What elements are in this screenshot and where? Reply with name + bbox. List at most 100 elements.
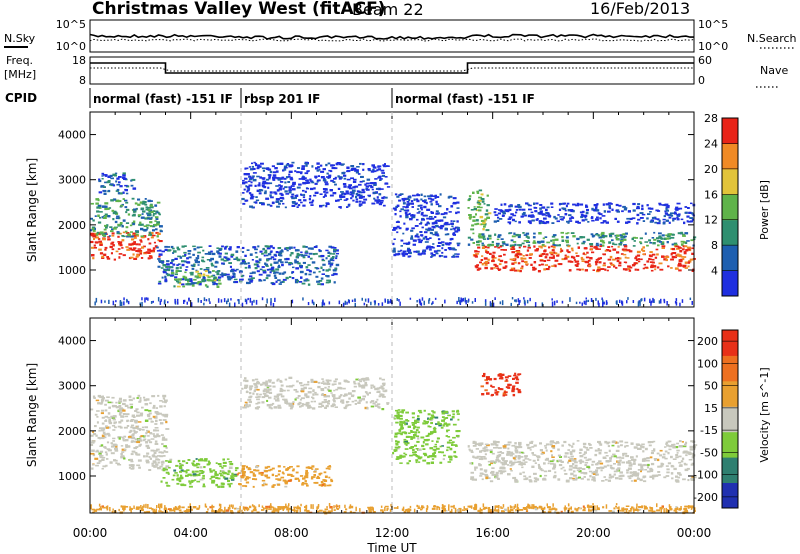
echo-cell (595, 473, 598, 476)
echo-cell (197, 276, 201, 279)
echo-cell (245, 465, 248, 469)
echo-cell (321, 404, 324, 408)
echo-cell (411, 422, 416, 424)
echo-cell (148, 456, 151, 458)
echo-cell (124, 206, 128, 209)
echo-cell (141, 297, 143, 301)
echo-cell (422, 422, 426, 425)
echo-cell (301, 167, 304, 170)
echo-cell (570, 247, 574, 250)
echo-cell (125, 211, 128, 214)
echo-cell (275, 200, 280, 203)
echo-cell (135, 255, 139, 258)
echo-cell (613, 463, 616, 465)
echo-cell (231, 472, 234, 475)
echo-cell (268, 174, 272, 177)
echo-cell (182, 285, 186, 288)
echo-cell (249, 279, 254, 282)
echo-cell (490, 470, 495, 473)
echo-cell (434, 216, 437, 218)
echo-cell (488, 234, 492, 237)
echo-cell (603, 465, 607, 468)
echo-cell (272, 484, 276, 486)
echo-cell (614, 441, 618, 444)
echo-cell (338, 300, 341, 305)
echo-cell (524, 302, 526, 306)
echo-cell (99, 427, 102, 430)
echo-cell (172, 474, 176, 477)
echo-cell (313, 474, 316, 477)
echo-cell (398, 227, 402, 230)
velocity-echo-field (90, 372, 698, 515)
echo-cell (659, 268, 664, 271)
echo-cell (503, 203, 507, 206)
echo-cell (279, 192, 283, 195)
echo-cell (313, 187, 316, 190)
echo-cell (147, 209, 151, 211)
echo-cell (132, 426, 135, 430)
echo-cell (157, 394, 160, 397)
echo-cell (196, 466, 200, 469)
echo-cell (588, 458, 591, 461)
echo-cell (332, 269, 337, 272)
echo-cell (147, 199, 152, 203)
echo-cell (447, 223, 451, 226)
echo-cell (627, 210, 631, 213)
echo-cell (345, 190, 349, 193)
echo-cell (416, 218, 419, 221)
echo-cell (671, 233, 674, 236)
echo-cell (154, 245, 158, 248)
echo-cell (215, 462, 218, 464)
echo-cell (161, 250, 165, 253)
echo-cell (100, 186, 103, 188)
freq-label-2: [MHz] (4, 68, 36, 81)
echo-cell (588, 444, 592, 446)
echo-cell (94, 215, 97, 217)
echo-cell (230, 277, 233, 280)
echo-cell (508, 222, 511, 225)
echo-cell (498, 218, 503, 220)
echo-cell (637, 203, 641, 206)
echo-cell (202, 273, 206, 276)
echo-cell (400, 208, 404, 211)
echo-cell (480, 456, 483, 459)
echo-cell (268, 257, 273, 260)
echo-cell (110, 442, 113, 444)
echo-cell (94, 301, 96, 306)
echo-cell (124, 199, 128, 202)
echo-cell (267, 182, 270, 185)
echo-cell (162, 436, 166, 439)
echo-cell (160, 480, 163, 483)
echo-cell (398, 456, 402, 459)
echo-cell (145, 444, 150, 448)
echo-cell (301, 176, 305, 179)
echo-cell (379, 393, 384, 396)
echo-cell (682, 264, 687, 267)
echo-cell (596, 216, 599, 219)
echo-cell (222, 263, 225, 265)
echo-cell (302, 181, 307, 185)
echo-cell (100, 299, 103, 304)
echo-cell (178, 270, 182, 272)
echo-cell (306, 401, 310, 404)
echo-cell (612, 453, 616, 456)
echo-cell (394, 193, 398, 196)
echo-cell (324, 475, 328, 478)
echo-cell (164, 413, 169, 416)
echo-cell (429, 426, 432, 428)
echo-cell (257, 184, 261, 187)
echo-cell (310, 247, 314, 250)
echo-cell (446, 423, 451, 426)
echo-cell (101, 172, 105, 175)
echo-cell (644, 464, 649, 466)
echo-cell (240, 274, 244, 278)
echo-cell (130, 235, 134, 238)
echo-cell (280, 185, 283, 188)
echo-cell (263, 182, 268, 185)
echo-cell (435, 196, 440, 198)
echo-cell (330, 263, 334, 266)
echo-cell (496, 238, 500, 241)
echo-cell (320, 382, 324, 384)
echo-cell (641, 248, 644, 251)
echo-cell (579, 301, 581, 304)
